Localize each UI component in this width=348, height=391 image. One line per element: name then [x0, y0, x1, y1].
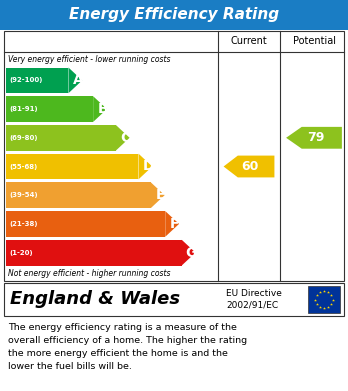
- Bar: [6, 182, 151, 208]
- Polygon shape: [93, 96, 107, 122]
- Text: (21-38): (21-38): [9, 221, 38, 227]
- Text: Very energy efficient - lower running costs: Very energy efficient - lower running co…: [8, 55, 171, 64]
- Polygon shape: [139, 154, 152, 179]
- Text: EU Directive
2002/91/EC: EU Directive 2002/91/EC: [226, 289, 282, 310]
- Text: Energy Efficiency Rating: Energy Efficiency Rating: [69, 7, 279, 23]
- Bar: [4, 31, 344, 281]
- Text: C: C: [120, 131, 130, 145]
- Bar: [6, 68, 69, 93]
- Bar: [6, 240, 182, 265]
- Text: 60: 60: [242, 160, 259, 173]
- Text: 79: 79: [307, 131, 324, 144]
- Text: (1-20): (1-20): [9, 249, 33, 256]
- Polygon shape: [286, 127, 342, 149]
- Bar: [6, 211, 165, 237]
- Bar: [4, 283, 344, 316]
- Polygon shape: [223, 156, 275, 178]
- Text: (55-68): (55-68): [9, 163, 37, 170]
- Text: (92-100): (92-100): [9, 77, 42, 83]
- Bar: [6, 125, 116, 151]
- Text: The energy efficiency rating is a measure of the
overall efficiency of a home. T: The energy efficiency rating is a measur…: [8, 323, 247, 371]
- Text: E: E: [156, 188, 165, 202]
- Polygon shape: [165, 211, 179, 237]
- Text: Potential: Potential: [293, 36, 335, 46]
- Text: Current: Current: [231, 36, 267, 46]
- Bar: [6, 96, 93, 122]
- Text: England & Wales: England & Wales: [10, 291, 180, 308]
- Text: B: B: [97, 102, 108, 116]
- Text: (81-91): (81-91): [9, 106, 38, 112]
- Text: D: D: [142, 160, 154, 174]
- Polygon shape: [182, 240, 196, 265]
- Text: Not energy efficient - higher running costs: Not energy efficient - higher running co…: [8, 269, 171, 278]
- Polygon shape: [151, 182, 165, 208]
- Bar: [6, 154, 139, 179]
- Polygon shape: [116, 125, 129, 151]
- Text: (69-80): (69-80): [9, 135, 38, 141]
- Bar: [308, 286, 340, 313]
- Text: G: G: [186, 246, 197, 260]
- Text: (39-54): (39-54): [9, 192, 38, 198]
- Text: A: A: [73, 74, 84, 87]
- Polygon shape: [69, 68, 82, 93]
- Text: F: F: [170, 217, 180, 231]
- Bar: [0, 0, 348, 30]
